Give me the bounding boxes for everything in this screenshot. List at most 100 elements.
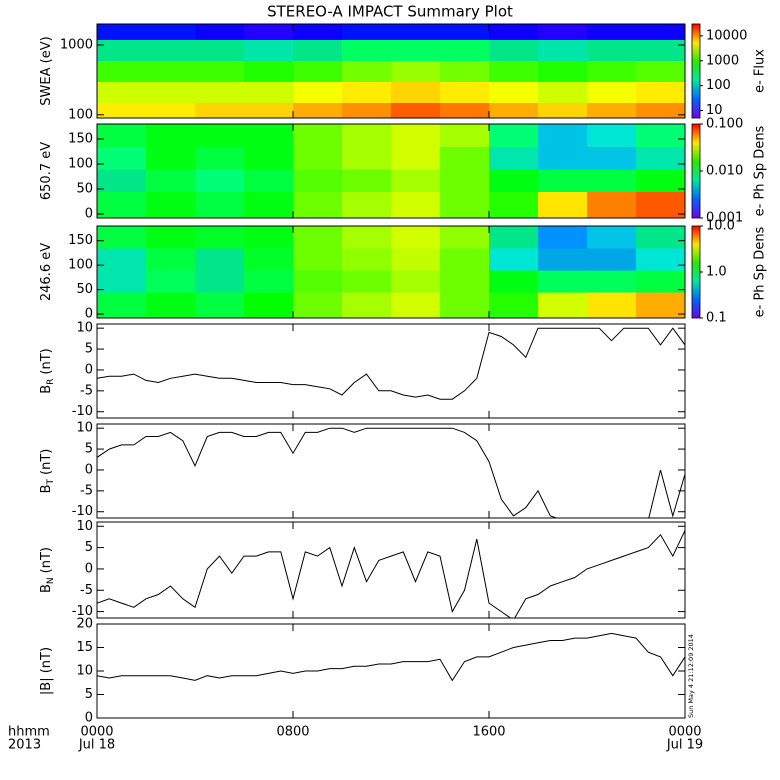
y-axis-label-unit: (nT) <box>39 348 54 374</box>
spectrogram-cell <box>195 102 245 118</box>
spectrogram-cell <box>293 81 343 104</box>
x-tick-label: 1600 <box>472 725 505 740</box>
y-tick-label: -10 <box>72 504 93 519</box>
spectrogram-cell <box>636 146 685 170</box>
y-tick-label: 0 <box>85 307 93 322</box>
plot-title: STEREO-A IMPACT Summary Plot <box>267 3 513 21</box>
data-line <box>97 327 685 400</box>
colorbar-tick-label: 10.0 <box>706 219 735 234</box>
spectrogram-cell <box>391 270 441 293</box>
spectrogram-cell <box>195 24 245 40</box>
spectrogram-cell <box>440 124 490 147</box>
panel <box>97 226 685 318</box>
colorbar <box>691 225 701 319</box>
spectrogram-cell <box>97 60 147 83</box>
timestamp: Sun May 4 21:12:09 2014 <box>687 634 695 718</box>
x-date-label: Jul 18 <box>78 738 115 753</box>
spectrogram-cell <box>195 39 245 61</box>
spectrogram-cell <box>489 124 539 147</box>
data-line <box>97 632 685 682</box>
panel-frame <box>96 23 686 119</box>
colorbar-label: e- Flux <box>753 49 768 93</box>
spectrogram-cell <box>97 191 147 218</box>
spectrogram-cell <box>146 248 196 271</box>
x-tick-label: 0000 <box>668 725 701 740</box>
spectrogram-cell <box>244 124 294 147</box>
panel-frame <box>96 521 686 619</box>
spectrogram-cell <box>342 226 392 249</box>
x-axis-title: hhmm <box>8 725 50 740</box>
colorbar-tick-label: 1000 <box>706 53 739 68</box>
y-axis-label: BN (nT) <box>39 547 56 593</box>
panel <box>97 632 685 682</box>
spectrogram-cell <box>293 191 343 218</box>
spectrogram-cell <box>587 270 637 293</box>
colorbar <box>691 123 701 219</box>
spectrogram-cell <box>244 191 294 218</box>
y-axis-label: |B| (nT) <box>39 647 54 695</box>
spectrogram-cell <box>538 169 588 192</box>
spectrogram-cell <box>391 39 441 61</box>
y-tick-label: 0 <box>85 711 93 726</box>
y-axis-label-unit: (nT) <box>39 449 54 475</box>
spectrogram-cell <box>244 146 294 170</box>
y-tick-label: 100 <box>68 258 93 273</box>
colorbar-tick-label: 0.001 <box>706 211 743 226</box>
spectrogram-cell <box>195 169 245 192</box>
spectrogram-cell <box>195 146 245 170</box>
spectrogram-cell <box>146 24 196 40</box>
y-tick-label: -5 <box>80 583 93 598</box>
spectrogram-cell <box>146 292 196 318</box>
spectrogram-cell <box>244 39 294 61</box>
spectrogram-cell <box>342 124 392 147</box>
spectrogram-cell <box>293 24 343 40</box>
spectrogram-cell <box>146 191 196 218</box>
y-tick-label: 10 <box>76 664 93 679</box>
spectrogram-cell <box>293 60 343 83</box>
spectrogram-cell <box>489 248 539 271</box>
spectrogram-cell <box>391 124 441 147</box>
spectrogram-cell <box>146 39 196 61</box>
spectrogram-cell <box>146 60 196 83</box>
spectrogram-cell <box>440 226 490 249</box>
spectrogram-cell <box>440 102 490 118</box>
y-tick-label: 10 <box>76 519 93 534</box>
spectrogram-cell <box>342 60 392 83</box>
colorbar-tick-label: 0.1 <box>706 311 727 326</box>
spectrogram-cell <box>244 270 294 293</box>
y-axis-label: 650.7 eV <box>39 142 54 200</box>
panel-frame <box>96 323 686 419</box>
spectrogram-cell <box>587 248 637 271</box>
y-tick-label: 20 <box>76 617 93 632</box>
data-line <box>97 530 685 618</box>
spectrogram-cell <box>440 292 490 318</box>
spectrogram-cell <box>391 226 441 249</box>
panel-frame <box>96 423 686 519</box>
spectrogram-cell <box>440 191 490 218</box>
spectrogram-cell <box>244 24 294 40</box>
spectrogram-cell <box>342 169 392 192</box>
x-axis-title: 2013 <box>8 738 41 753</box>
spectrogram-cell <box>440 60 490 83</box>
y-axis-label-sub: R <box>46 379 56 385</box>
spectrogram-cell <box>244 248 294 271</box>
spectrogram-cell <box>587 60 637 83</box>
spectrogram-cell <box>587 146 637 170</box>
spectrogram-cell <box>538 102 588 118</box>
spectrogram-cell <box>538 248 588 271</box>
y-tick-label: 0 <box>85 207 93 222</box>
spectrogram-cell <box>587 292 637 318</box>
spectrogram-cell <box>440 169 490 192</box>
y-axis-label-main: 246.6 eV <box>39 243 54 301</box>
spectrogram-cell <box>538 146 588 170</box>
y-tick-label: 10 <box>76 321 93 336</box>
spectrogram-cell <box>146 81 196 104</box>
spectrogram-cell <box>97 292 147 318</box>
spectrogram-cell <box>342 102 392 118</box>
spectrogram-cell <box>293 102 343 118</box>
x-tick-label: 0000 <box>80 725 113 740</box>
y-tick-label: -5 <box>80 383 93 398</box>
spectrogram-cell <box>489 270 539 293</box>
spectrogram-cell <box>244 226 294 249</box>
colorbar-tick-label: 1.0 <box>706 265 727 280</box>
